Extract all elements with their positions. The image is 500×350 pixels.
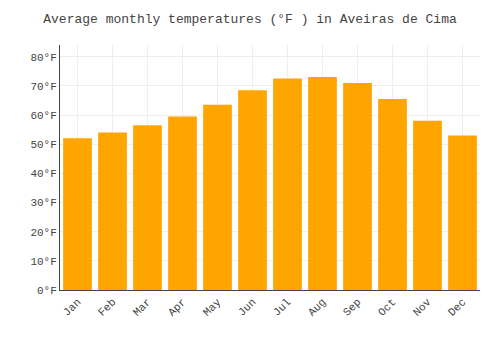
svg-text:80°F: 80°F	[30, 52, 56, 64]
svg-text:Feb: Feb	[96, 296, 118, 318]
svg-text:May: May	[201, 296, 224, 319]
svg-text:Sep: Sep	[341, 296, 363, 318]
svg-text:Mar: Mar	[131, 296, 153, 318]
svg-text:70°F: 70°F	[30, 81, 56, 93]
svg-text:30°F: 30°F	[30, 197, 56, 209]
svg-text:40°F: 40°F	[30, 168, 56, 180]
svg-text:Jun: Jun	[236, 296, 258, 318]
svg-text:Average monthly temperatures (: Average monthly temperatures (°F ) in Av…	[43, 12, 457, 27]
svg-text:Dec: Dec	[446, 296, 468, 318]
svg-text:0°F: 0°F	[37, 285, 57, 297]
svg-text:20°F: 20°F	[30, 227, 56, 239]
svg-text:Oct: Oct	[376, 296, 398, 318]
svg-text:Jul: Jul	[271, 296, 293, 318]
svg-text:60°F: 60°F	[30, 110, 56, 122]
svg-text:50°F: 50°F	[30, 139, 56, 151]
svg-text:Jan: Jan	[61, 296, 83, 318]
svg-text:Apr: Apr	[166, 296, 188, 318]
svg-text:Aug: Aug	[306, 296, 328, 318]
svg-text:10°F: 10°F	[30, 256, 56, 268]
svg-text:Nov: Nov	[411, 296, 434, 319]
